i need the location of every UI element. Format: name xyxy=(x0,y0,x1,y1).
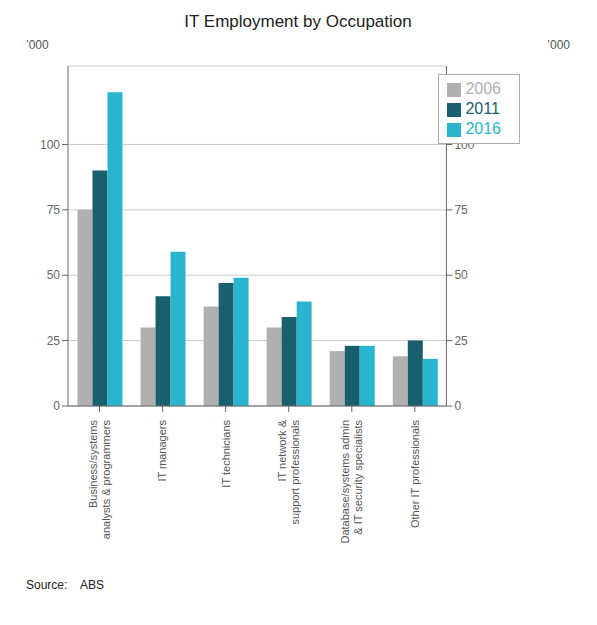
svg-text:0: 0 xyxy=(53,399,60,413)
svg-text:Business/systemsanalysts & pro: Business/systemsanalysts & programmers xyxy=(87,420,112,540)
svg-text:75: 75 xyxy=(47,203,61,217)
svg-text:IT managers: IT managers xyxy=(156,420,168,482)
svg-text:Other IT professionals: Other IT professionals xyxy=(409,420,421,529)
html-text:’000: ’000 xyxy=(547,38,570,52)
svg-text:IT technicians: IT technicians xyxy=(220,420,232,488)
html-text:2011: 2011 xyxy=(465,100,500,117)
svg-text:50: 50 xyxy=(454,268,468,282)
html-text:Source: ABS: Source: ABS xyxy=(26,578,104,592)
html-text:2006: 2006 xyxy=(465,80,501,97)
svg-text:Database/systems admin& IT sec: Database/systems admin& IT security spec… xyxy=(339,420,364,544)
svg-text:25: 25 xyxy=(47,334,61,348)
svg-text:0: 0 xyxy=(454,399,461,413)
html-text:2016: 2016 xyxy=(465,120,501,137)
svg-text:100: 100 xyxy=(454,138,474,152)
html-text:IT Employment by Occupation: IT Employment by Occupation xyxy=(184,12,412,31)
svg-text:25: 25 xyxy=(454,334,468,348)
svg-text:50: 50 xyxy=(47,268,61,282)
html-text:’000: ’000 xyxy=(26,38,49,52)
svg-text:100: 100 xyxy=(40,138,60,152)
svg-text:75: 75 xyxy=(454,203,468,217)
svg-text:IT network &support profession: IT network &support professionals xyxy=(276,419,301,524)
